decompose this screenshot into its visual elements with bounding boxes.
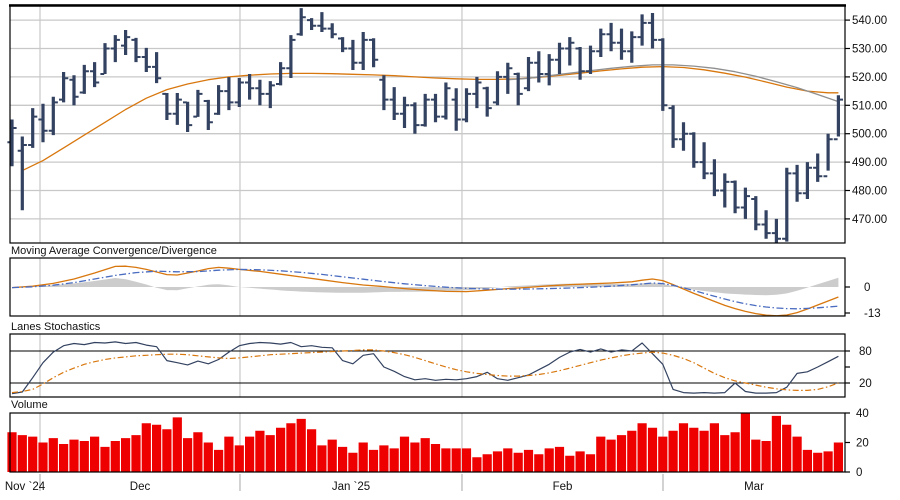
ohlc-bars [10, 8, 840, 243]
y-axis-label: 470.00 [852, 214, 887, 226]
volume-panel: 40 20 0 [7, 408, 869, 479]
y-axis-label: 80 [859, 346, 872, 358]
y-axis-label: 480.00 [852, 186, 887, 198]
macd-histogram [12, 277, 839, 296]
volume-bars [7, 413, 843, 472]
signal-line [11, 268, 839, 310]
stochastics-panel-title: Lanes Stochastics [11, 321, 101, 333]
y-axis-label: 500.00 [852, 129, 887, 141]
stoch-panel-border [9, 333, 846, 398]
y-axis-label: 40 [856, 408, 869, 420]
y-axis-label: 20 [856, 438, 869, 450]
x-axis: Nov `24 Dec Jan `25 Feb Mar [5, 474, 764, 493]
ma-fast-line [22, 65, 839, 172]
x-axis-label: Jan `25 [332, 481, 370, 493]
price-panel: 540.00 530.00 520.00 510.00 500.00 490.00 480.… [7, 4, 887, 244]
stochastics-panel: 80 20 [9, 333, 872, 398]
macd-panel: 0 -13 [9, 257, 881, 320]
y-axis-label: 520.00 [852, 72, 887, 84]
y-axis-label: 510.00 [852, 100, 887, 112]
macd-panel-title: Moving Average Convergence/Divergence [11, 245, 217, 257]
y-axis-label: 540.00 [852, 15, 887, 27]
y-axis-label: 20 [859, 378, 872, 390]
percent-d-line [11, 349, 839, 394]
y-axis-label: 530.00 [852, 44, 887, 56]
y-axis-label: 490.00 [852, 157, 887, 169]
y-axis-label: 0 [864, 282, 870, 294]
y-axis-label: -13 [864, 308, 881, 320]
x-axis-label: Mar [744, 481, 764, 493]
macd-line [11, 265, 839, 317]
percent-k-line [11, 341, 839, 395]
x-axis-label: Nov `24 [5, 481, 46, 493]
y-axis-label: 0 [856, 467, 862, 479]
ma-slow-line [507, 64, 839, 103]
ohlc-open-close-ticks [7, 16, 843, 240]
x-axis-label: Dec [130, 481, 151, 493]
x-axis-label: Feb [553, 481, 573, 493]
volume-panel-title: Volume [11, 399, 48, 411]
